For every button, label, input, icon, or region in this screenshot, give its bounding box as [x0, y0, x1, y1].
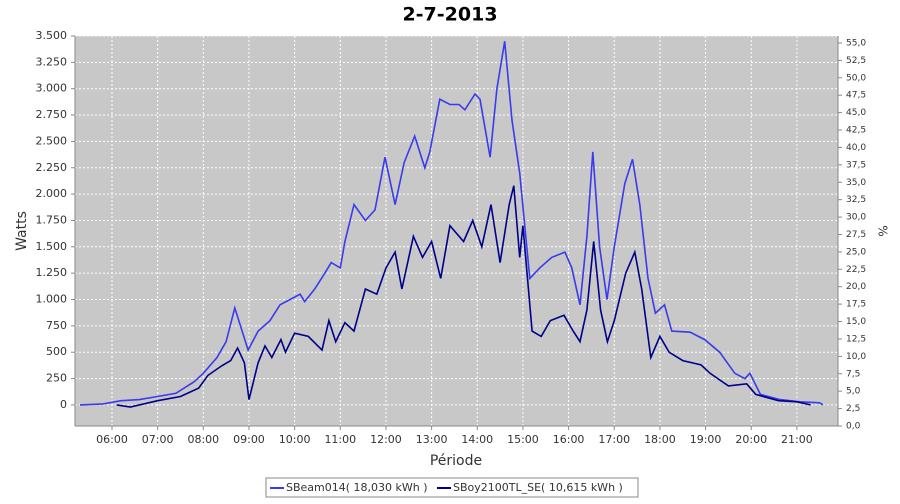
chart-title: 2-7-2013	[402, 4, 497, 26]
y2-tick-label: 5,0	[846, 387, 861, 397]
x-tick-label: 08:00	[187, 433, 219, 446]
y2-tick-label: 55,0	[846, 38, 866, 48]
x-tick-label: 16:00	[553, 433, 585, 446]
y2-tick-label: 40,0	[846, 143, 866, 153]
x-tick-label: 10:00	[279, 433, 311, 446]
x-tick-label: 06:00	[96, 433, 128, 446]
x-tick-label: 13:00	[416, 433, 448, 446]
x-axis-label: Période	[430, 453, 482, 469]
x-tick-label: 11:00	[324, 433, 356, 446]
y2-axis-label: %	[876, 225, 890, 236]
y-tick-label: 0	[60, 398, 67, 411]
y2-tick-label: 27,5	[846, 230, 866, 240]
x-tick-label: 14:00	[461, 433, 493, 446]
y2-tick-label: 12,5	[846, 334, 866, 344]
y-tick-label: 3.000	[36, 82, 68, 95]
y2-tick-label: 37,5	[846, 160, 866, 170]
y-tick-label: 500	[46, 345, 67, 358]
y-tick-label: 1.250	[36, 266, 68, 279]
y2-tick-label: 7,5	[846, 369, 860, 379]
y-tick-label: 750	[46, 319, 67, 332]
y-tick-label: 250	[46, 372, 67, 385]
legend	[265, 477, 639, 498]
x-tick-label: 20:00	[735, 433, 767, 446]
y2-tick-label: 10,0	[846, 352, 866, 362]
y2-tick-label: 2,5	[846, 404, 860, 414]
series-line	[116, 185, 811, 408]
x-tick-label: 17:00	[598, 433, 630, 446]
y2-tick-label: 45,0	[846, 108, 866, 118]
y2-tick-label: 32,5	[846, 195, 866, 205]
y2-tick-label: 52,5	[846, 56, 866, 66]
x-tick-label: 09:00	[233, 433, 265, 446]
y2-tick-label: 30,0	[846, 213, 866, 223]
x-tick-label: 12:00	[370, 433, 402, 446]
series-line	[79, 41, 824, 406]
y2-tick-label: 25,0	[846, 247, 866, 257]
y-tick-label: 1.500	[36, 240, 68, 253]
plot-area	[75, 36, 838, 426]
x-tick-label: 18:00	[644, 433, 676, 446]
y-tick-label: 2.000	[36, 187, 68, 200]
y-tick-label: 3.250	[36, 55, 68, 68]
y-tick-label: 1.000	[36, 293, 68, 306]
x-tick-label: 07:00	[142, 433, 174, 446]
y2-tick-label: 20,0	[846, 282, 866, 292]
x-tick-label: 21:00	[781, 433, 813, 446]
y-tick-label: 2.250	[36, 161, 68, 174]
y-axis-label: Watts	[14, 211, 30, 251]
legend-label: SBoy2100TL_SE( 10,615 kWh )	[453, 481, 623, 494]
y2-tick-label: 22,5	[846, 265, 866, 275]
x-tick-label: 19:00	[690, 433, 722, 446]
legend-label: SBeam014( 18,030 kWh )	[286, 481, 428, 494]
y2-tick-label: 47,5	[846, 91, 866, 101]
y-tick-label: 2.500	[36, 134, 68, 147]
y-tick-label: 2.750	[36, 108, 68, 121]
y2-tick-label: 35,0	[846, 178, 866, 188]
y2-tick-label: 15,0	[846, 317, 866, 327]
y2-tick-label: 17,5	[846, 300, 866, 310]
x-tick-label: 15:00	[507, 433, 539, 446]
y2-tick-label: 50,0	[846, 73, 866, 83]
y-tick-label: 1.750	[36, 213, 68, 226]
y2-tick-label: 42,5	[846, 126, 866, 136]
y-tick-label: 3.500	[36, 29, 68, 42]
y2-tick-label: 0,0	[846, 422, 861, 432]
